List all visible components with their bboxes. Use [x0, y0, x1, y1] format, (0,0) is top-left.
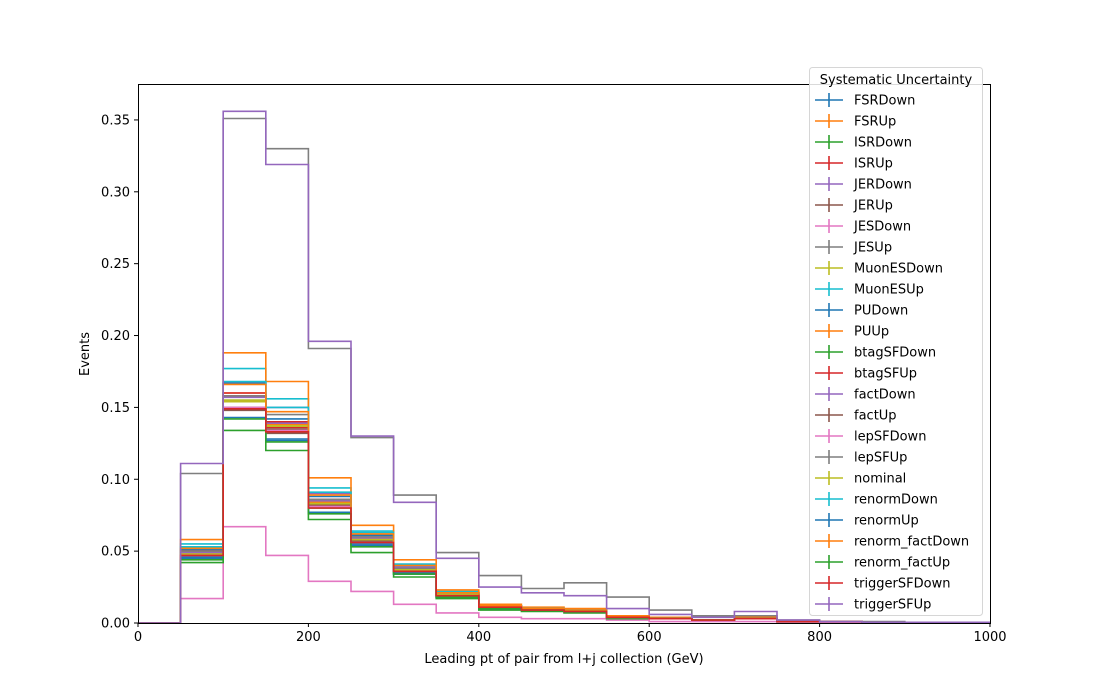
legend-label-renormUp: renormUp [854, 514, 919, 529]
y-axis: 0.00 0.05 0.10 0.15 0.20 0.25 0.30 0.35 [101, 113, 138, 632]
legend-entries: FSRDown FSRUp ISRDown ISRUp JERDown JERUp JESD… [815, 93, 969, 613]
x-tick-label: 200 [296, 630, 321, 645]
legend-entry-JESDown: JESDown [815, 219, 911, 235]
legend-label-FSRUp: FSRUp [854, 115, 896, 130]
legend-label-JESUp: JESUp [853, 241, 892, 256]
legend-entry-JERUp: JERUp [815, 198, 893, 214]
series-line-triggerSFUp [138, 110, 991, 624]
legend-entry-PUDown: PUDown [815, 303, 908, 319]
legend-title: Systematic Uncertainty [820, 73, 973, 88]
legend-entry-renorm_factDown: renorm_factDown [815, 534, 969, 550]
x-tick-label: 1000 [973, 630, 1006, 645]
legend-label-ISRDown: ISRDown [854, 136, 912, 151]
legend-label-btagSFUp: btagSFUp [854, 367, 917, 382]
legend-label-factUp: factUp [854, 409, 897, 424]
legend-entry-triggerSFDown: triggerSFDown [815, 576, 950, 592]
legend-label-PUDown: PUDown [854, 304, 908, 319]
legend-entry-ISRDown: ISRDown [815, 135, 912, 151]
y-tick-label: 0.15 [101, 401, 130, 416]
y-tick-label: 0.20 [101, 329, 130, 344]
x-axis-label: Leading pt of pair from l+j collection (… [424, 652, 703, 667]
legend-entry-renorm_factUp: renorm_factUp [815, 555, 950, 571]
y-tick-label: 0.30 [101, 185, 130, 200]
legend-entry-triggerSFUp: triggerSFUp [815, 597, 931, 613]
x-tick-label: 0 [134, 630, 142, 645]
axes-frame [138, 84, 991, 624]
legend-label-renorm_factUp: renorm_factUp [854, 556, 950, 571]
legend-entry-MuonESDown: MuonESDown [815, 261, 943, 277]
legend-entry-PUUp: PUUp [815, 324, 889, 340]
legend-label-renorm_factDown: renorm_factDown [854, 535, 969, 550]
legend-entry-MuonESUp: MuonESUp [815, 282, 924, 298]
legend-label-triggerSFDown: triggerSFDown [854, 577, 950, 592]
legend-label-FSRDown: FSRDown [854, 94, 915, 109]
legend-entry-FSRUp: FSRUp [815, 114, 896, 130]
y-tick-label: 0.00 [101, 617, 130, 632]
legend-label-MuonESDown: MuonESDown [854, 262, 943, 277]
legend-label-JERDown: JERDown [853, 178, 912, 193]
x-tick-label: 400 [466, 630, 491, 645]
x-tick-label: 800 [807, 630, 832, 645]
legend-label-renormDown: renormDown [854, 493, 938, 508]
legend-entry-btagSFDown: btagSFDown [815, 345, 936, 361]
legend-entry-nominal: nominal [815, 471, 906, 487]
legend-label-PUUp: PUUp [854, 325, 889, 340]
legend-entry-btagSFUp: btagSFUp [815, 366, 917, 382]
legend-entry-JESUp: JESUp [815, 240, 892, 256]
legend-label-lepSFDown: lepSFDown [854, 430, 926, 445]
legend-box [809, 67, 983, 616]
y-axis-label: Events [78, 332, 93, 376]
legend-entry-factDown: factDown [815, 387, 916, 403]
legend-label-ISRUp: ISRUp [854, 157, 893, 172]
legend-label-btagSFDown: btagSFDown [854, 346, 936, 361]
legend-entry-renormUp: renormUp [815, 513, 919, 529]
legend-entry-lepSFUp: lepSFUp [815, 450, 907, 466]
legend-entry-JERDown: JERDown [815, 177, 912, 193]
legend-entry-renormDown: renormDown [815, 492, 938, 508]
legend-label-nominal: nominal [854, 472, 906, 487]
legend-label-JESDown: JESDown [853, 220, 911, 235]
legend-label-MuonESUp: MuonESUp [854, 283, 924, 298]
legend-entry-FSRDown: FSRDown [815, 93, 915, 109]
legend-entry-ISRUp: ISRUp [815, 156, 893, 172]
plot-series [138, 110, 991, 624]
legend-label-triggerSFUp: triggerSFUp [854, 598, 931, 613]
x-axis: 0 200 400 600 800 1000 [134, 623, 1007, 645]
x-tick-label: 600 [637, 630, 662, 645]
y-tick-label: 0.10 [101, 473, 130, 488]
legend-entry-lepSFDown: lepSFDown [815, 429, 926, 445]
legend-label-JERUp: JERUp [853, 199, 893, 214]
legend-label-lepSFUp: lepSFUp [854, 451, 907, 466]
legend-label-factDown: factDown [854, 388, 916, 403]
y-tick-label: 0.25 [101, 257, 130, 272]
y-tick-label: 0.35 [101, 113, 130, 128]
y-tick-label: 0.05 [101, 545, 130, 560]
legend-entry-factUp: factUp [815, 408, 897, 424]
legend: Systematic Uncertainty FSRDown FSRUp ISRDo… [809, 67, 983, 616]
